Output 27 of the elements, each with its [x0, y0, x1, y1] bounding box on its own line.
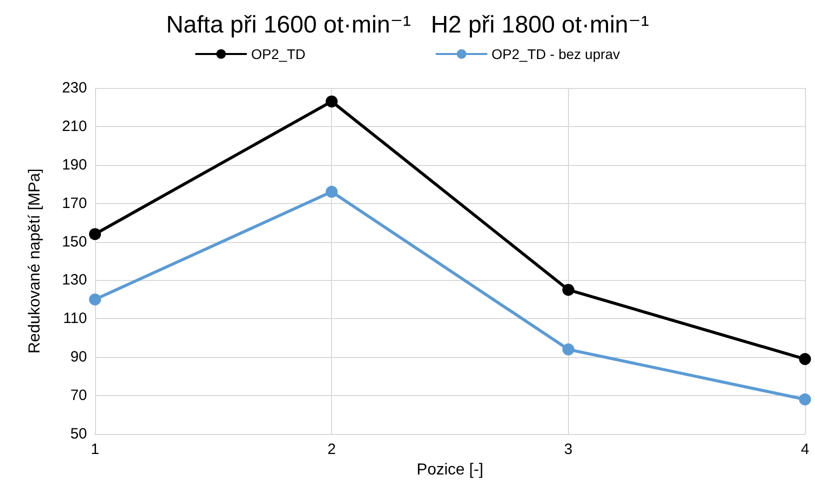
point	[89, 228, 101, 240]
point	[562, 284, 574, 296]
point	[562, 343, 574, 356]
y-axis-title: Redukované napětí [MPa]	[26, 168, 44, 354]
x-tick-label: 3	[564, 441, 573, 458]
x-tick-label: 2	[327, 441, 336, 458]
y-tick-label: 70	[70, 387, 87, 404]
legend-label: OP2_TD - bez uprav	[492, 46, 620, 62]
y-tick-label: 90	[70, 348, 87, 366]
point	[89, 293, 101, 306]
point	[326, 95, 338, 108]
y-tick-label: 170	[62, 194, 87, 212]
chart-title: Nafta při 1600 ot·min⁻¹ H2 při 1800 ot·min⁻¹	[166, 12, 649, 38]
point	[799, 393, 811, 406]
y-tick-label: 230	[62, 80, 87, 96]
y-tick-label: 110	[63, 310, 87, 328]
y-tick-label: 150	[62, 233, 87, 250]
y-tick-label: 130	[62, 272, 87, 289]
y-tick-label: 190	[62, 156, 87, 174]
y-tick-label: 210	[62, 118, 87, 135]
point	[799, 353, 811, 366]
point	[326, 186, 338, 198]
x-tick-label: 4	[800, 441, 810, 458]
x-tick-label: 1	[90, 441, 100, 458]
x-axis-title: Pozice [-]	[416, 461, 484, 478]
legend-label: OP2_TD	[251, 46, 306, 62]
y-tick-label: 50	[70, 426, 87, 442]
